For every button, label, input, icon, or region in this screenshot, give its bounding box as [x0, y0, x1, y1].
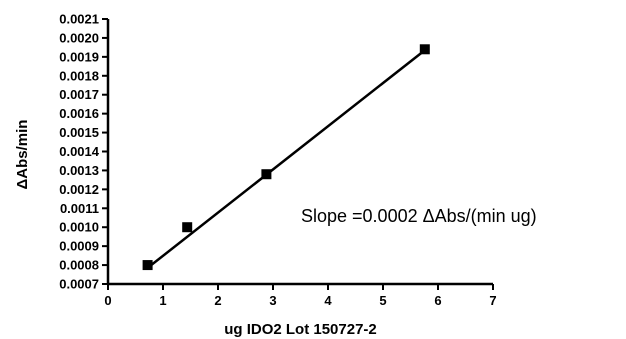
y-tick-label: 0.0016: [59, 106, 99, 121]
x-tick-label: 5: [379, 293, 386, 308]
x-tick-label: 4: [324, 293, 332, 308]
data-point: [419, 44, 430, 55]
x-tick-label: 1: [159, 293, 166, 308]
y-tick-label: 0.0019: [59, 49, 99, 64]
y-tick-label: 0.0011: [60, 201, 99, 216]
x-axis-title: ug IDO2 Lot 150727-2: [224, 321, 377, 338]
y-tick-label: 0.0020: [59, 30, 99, 45]
data-points: [142, 44, 430, 271]
y-tick-label: 0.0017: [59, 87, 99, 102]
x-tick-label: 0: [104, 293, 111, 308]
y-axis-ticks: 0.0007 0.0008 0.0009 0.0010 0.0011 0.0012 0.00…: [59, 12, 108, 292]
y-tick-label: 0.0013: [59, 163, 99, 178]
y-tick-label: 0.0007: [59, 277, 99, 292]
data-point: [142, 260, 153, 271]
x-tick-label: 3: [269, 293, 276, 308]
y-tick-label: 0.0008: [59, 258, 99, 273]
y-axis-title: ΔAbs/min: [14, 120, 31, 190]
y-tick-label: 0.0010: [59, 220, 99, 235]
x-axis-ticks: 0 1 2 3 4 5 6 7: [104, 284, 497, 308]
x-tick-label: 7: [489, 293, 496, 308]
data-point: [182, 222, 193, 233]
slope-annotation: Slope =0.0002 ΔAbs/(min ug): [301, 206, 537, 226]
x-tick-label: 6: [434, 293, 441, 308]
y-tick-label: 0.0014: [59, 144, 100, 159]
y-tick-label: 0.0015: [59, 125, 99, 140]
y-tick-label: 0.0021: [59, 12, 99, 27]
x-tick-label: 2: [214, 293, 221, 308]
y-tick-label: 0.0009: [59, 239, 99, 254]
data-point: [261, 169, 272, 180]
fit-line: [146, 49, 426, 269]
y-tick-label: 0.0018: [59, 68, 99, 83]
y-tick-label: 0.0012: [59, 182, 99, 197]
